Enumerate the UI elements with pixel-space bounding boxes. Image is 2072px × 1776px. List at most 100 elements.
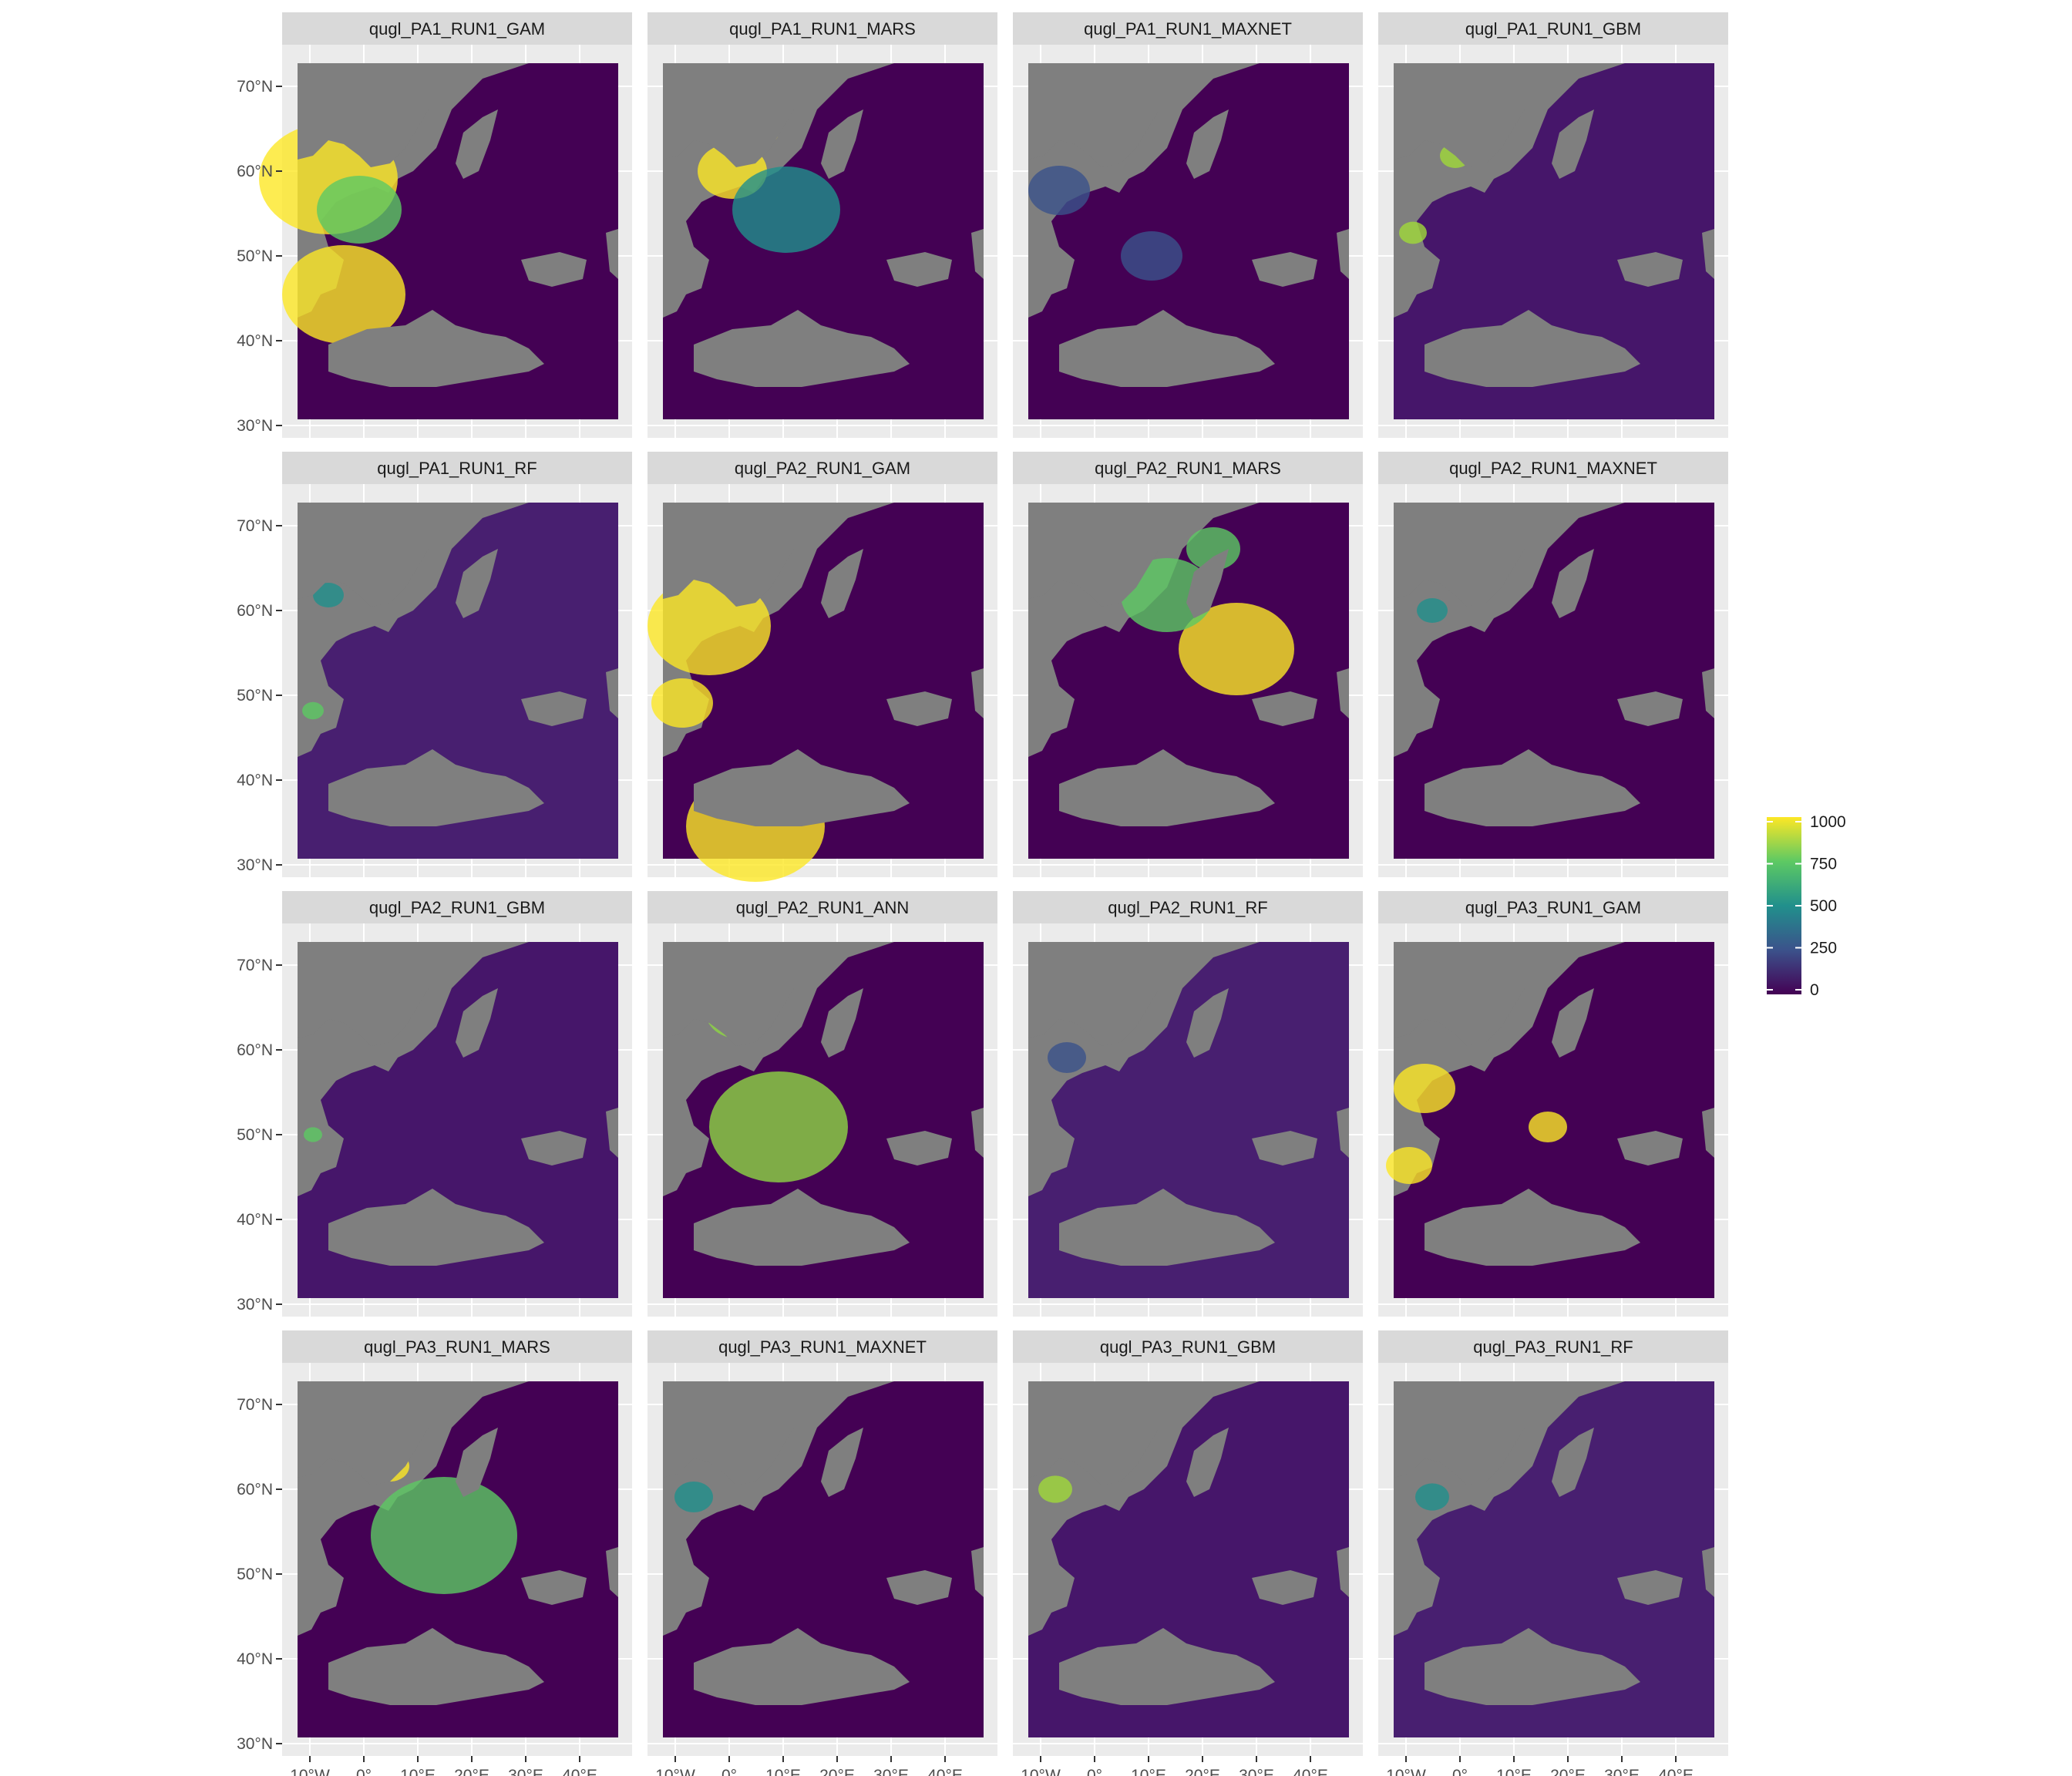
sea-mask xyxy=(298,63,452,167)
suitability-hotspot xyxy=(1529,1112,1567,1142)
map-panel: qugl_PA1_RUN1_MARS xyxy=(648,12,997,438)
suitability-hotspot xyxy=(1121,231,1182,281)
x-tick-label: 30°E xyxy=(1604,1767,1640,1776)
facet-title: qugl_PA1_RUN1_RF xyxy=(377,459,536,478)
map-panel: qugl_PA1_RUN1_GAM 70°N 60°N 50°N 40°N 30°N xyxy=(237,12,632,438)
facet-title: qugl_PA2_RUN1_MARS xyxy=(1095,459,1281,478)
legend: 1000 750 500 250 0 xyxy=(1767,813,1846,999)
map-raster xyxy=(298,1381,618,1737)
map-raster xyxy=(663,63,984,419)
map-panel: qugl_PA1_RUN1_MAXNET xyxy=(1013,12,1363,438)
facet-title: qugl_PA2_RUN1_MAXNET xyxy=(1449,459,1657,478)
suitability-hotspot xyxy=(282,245,405,344)
y-tick-label: 60°N xyxy=(237,602,273,620)
x-tick-label: 0° xyxy=(1452,1767,1468,1776)
x-tick-label: 40°E xyxy=(1293,1767,1328,1776)
y-tick-label: 50°N xyxy=(237,687,273,705)
suitability-hotspot xyxy=(1399,221,1427,244)
suitability-hotspot xyxy=(1028,166,1090,215)
facet-title: qugl_PA3_RUN1_RF xyxy=(1473,1337,1633,1357)
sea-mask xyxy=(1617,1570,1683,1605)
map-raster xyxy=(1028,503,1349,859)
facet-strip xyxy=(1013,891,1363,923)
sea-mask xyxy=(1702,1547,1714,1597)
sea-mask xyxy=(971,1108,984,1158)
suitability-hotspot xyxy=(709,1071,848,1182)
sea-mask xyxy=(1337,1108,1349,1158)
sea-mask xyxy=(298,503,452,607)
legend-tick-label: 0 xyxy=(1810,981,1819,999)
suitability-hotspot xyxy=(1038,1475,1072,1503)
sea-mask xyxy=(1059,1628,1275,1705)
suitability-hotspot xyxy=(1415,1483,1449,1511)
y-tick-label: 70°N xyxy=(237,1396,273,1414)
sea-mask xyxy=(1028,1381,1182,1485)
sea-mask xyxy=(1552,988,1594,1058)
suitability-hotspot xyxy=(1417,598,1448,623)
x-tick-label: 10°E xyxy=(1131,1767,1166,1776)
sea-mask xyxy=(1186,109,1229,179)
sea-mask xyxy=(1186,549,1229,618)
sea-mask xyxy=(1059,1189,1275,1266)
x-tick-label: 20°E xyxy=(1550,1767,1586,1776)
map-panel: qugl_PA3_RUN1_GAM xyxy=(1378,891,1728,1317)
suitability-hotspot xyxy=(1394,1064,1455,1113)
map-raster xyxy=(648,503,984,882)
map-raster xyxy=(1028,1381,1349,1737)
y-tick-label: 40°N xyxy=(237,1211,273,1229)
y-tick-label: 50°N xyxy=(237,1126,273,1144)
x-tick-label: 30°E xyxy=(1239,1767,1274,1776)
sea-mask xyxy=(456,988,498,1058)
facet-title: qugl_PA1_RUN1_MAXNET xyxy=(1084,19,1292,39)
facet-title: qugl_PA2_RUN1_RF xyxy=(1108,898,1267,917)
x-tick-label: 10°W xyxy=(290,1767,330,1776)
map-raster xyxy=(1394,1381,1714,1737)
suitability-hotspot xyxy=(651,678,713,728)
x-tick-label: 0° xyxy=(722,1767,737,1776)
sea-mask xyxy=(1394,1381,1548,1485)
x-tick-label: 10°E xyxy=(1496,1767,1532,1776)
sea-mask xyxy=(886,1570,952,1605)
facet-strip xyxy=(282,1330,632,1363)
facet-strip xyxy=(282,452,632,484)
map-raster xyxy=(1028,63,1349,419)
sea-mask xyxy=(1702,668,1714,718)
sea-mask xyxy=(1394,503,1548,607)
sea-mask xyxy=(1186,988,1229,1058)
facet-strip xyxy=(1013,452,1363,484)
sea-mask xyxy=(1252,1570,1317,1605)
sea-mask xyxy=(1424,1628,1640,1705)
sea-mask xyxy=(521,691,587,726)
y-tick-label: 30°N xyxy=(237,856,273,874)
facet-title: qugl_PA2_RUN1_GAM xyxy=(735,459,910,478)
x-tick-label: 30°E xyxy=(508,1767,543,1776)
sea-mask xyxy=(821,988,863,1058)
map-panel: qugl_PA1_RUN1_RF 70°N 60°N 50°N 40°N 30°N xyxy=(237,452,632,877)
facet-strip xyxy=(282,891,632,923)
map-raster xyxy=(259,63,618,419)
sea-mask xyxy=(1059,310,1275,387)
sea-mask xyxy=(1252,252,1317,287)
y-tick-label: 40°N xyxy=(237,772,273,789)
facet-title: qugl_PA2_RUN1_ANN xyxy=(736,898,910,917)
map-panel: qugl_PA2_RUN1_GBM 70°N 60°N 50°N 40°N 30°N xyxy=(237,891,632,1317)
facet-title: qugl_PA3_RUN1_GBM xyxy=(1100,1337,1276,1357)
map-panel: qugl_PA2_RUN1_ANN xyxy=(648,891,997,1317)
map-raster xyxy=(1028,942,1349,1298)
map-panel: qugl_PA3_RUN1_MARS 70°N 60°N 50°N 40°N 30°N 10… xyxy=(237,1330,632,1776)
suitability-hotspot xyxy=(1121,558,1213,632)
sea-mask xyxy=(886,1131,952,1166)
x-tick-label: 10°E xyxy=(765,1767,801,1776)
map-raster xyxy=(663,1381,984,1737)
map-panel: qugl_PA2_RUN1_MARS xyxy=(1013,452,1363,877)
y-tick-label: 30°N xyxy=(237,1735,273,1753)
sea-mask xyxy=(1028,63,1182,167)
map-raster xyxy=(663,942,984,1298)
sea-mask xyxy=(971,668,984,718)
sea-mask xyxy=(1424,749,1640,826)
y-tick-label: 40°N xyxy=(237,1650,273,1668)
sea-mask xyxy=(606,668,618,718)
x-tick-label: 40°E xyxy=(1658,1767,1694,1776)
sea-mask xyxy=(328,310,544,387)
